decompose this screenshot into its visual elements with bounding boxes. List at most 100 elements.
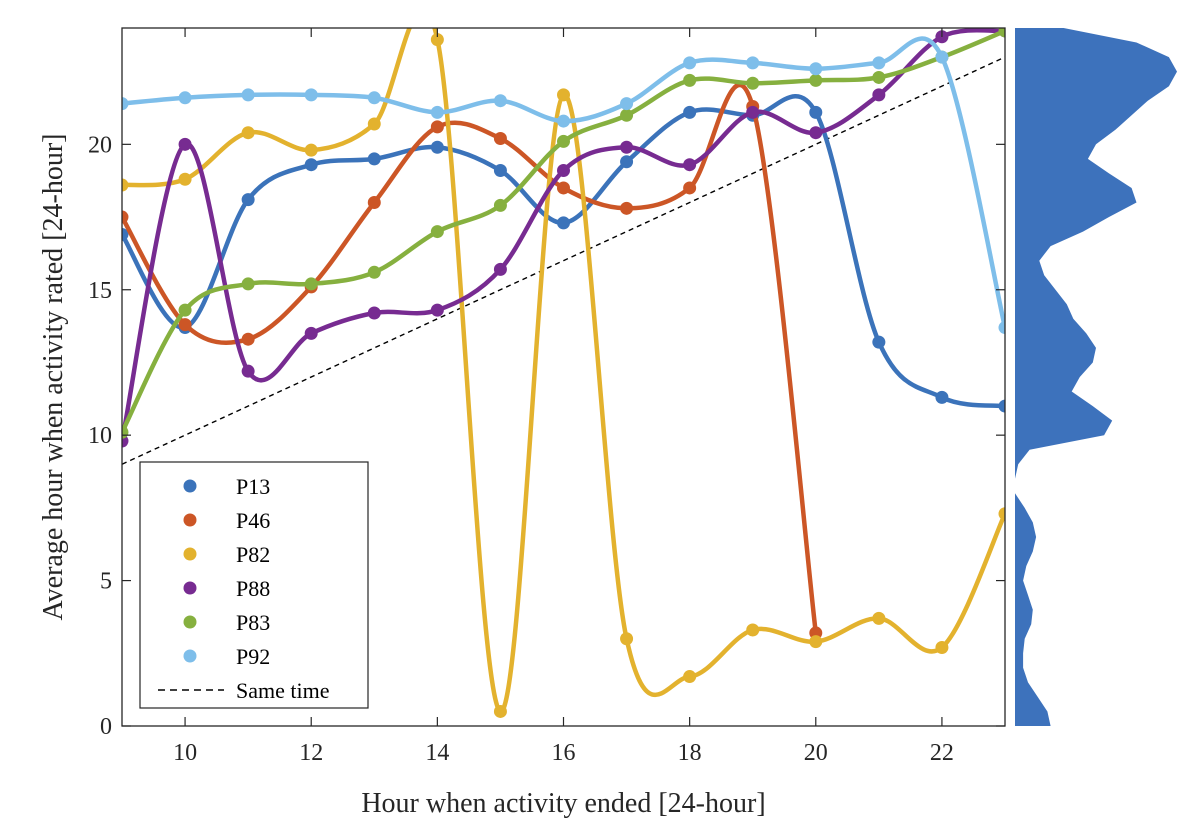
data-point-p83-x12 xyxy=(304,277,318,291)
series-p82 xyxy=(122,28,1005,718)
data-point-p13-x12 xyxy=(304,158,318,172)
legend-marker xyxy=(183,615,197,629)
legend-label: P46 xyxy=(236,508,270,533)
data-point-p88-x12 xyxy=(304,326,318,340)
data-point-p88-x21 xyxy=(872,88,886,102)
marginal-density xyxy=(1015,28,1177,726)
data-point-p82-x11 xyxy=(241,126,255,140)
y-tick-label: 5 xyxy=(100,569,112,595)
data-point-p88-x14 xyxy=(430,303,444,317)
x-tick-label: 16 xyxy=(552,740,576,766)
data-point-p46-x13 xyxy=(367,196,381,209)
data-point-p92-x11 xyxy=(241,88,255,102)
data-point-p88-x18 xyxy=(683,158,697,172)
data-point-p92-x15 xyxy=(493,94,507,108)
legend-label: Same time xyxy=(236,678,329,703)
x-axis-label: Hour when activity ended [24-hour] xyxy=(361,788,765,819)
legend-item-p46: P46 xyxy=(183,508,270,533)
data-point-p92-x13 xyxy=(367,91,381,105)
x-tick-label: 22 xyxy=(930,740,954,766)
data-point-p83-x21 xyxy=(872,70,886,84)
data-point-p83-x11 xyxy=(241,277,255,291)
data-point-p13-x18 xyxy=(683,105,697,119)
legend-item-p13: P13 xyxy=(183,474,270,499)
series-p13 xyxy=(122,94,1005,413)
data-point-p88-x20 xyxy=(809,126,823,140)
series-layer xyxy=(122,28,1005,718)
data-point-p83-x17 xyxy=(620,108,634,122)
data-point-p92-x17 xyxy=(620,97,634,111)
y-tick-label: 20 xyxy=(88,132,112,158)
data-point-p13-x17 xyxy=(620,155,634,169)
data-point-p13-x20 xyxy=(809,105,823,119)
data-point-p88-x17 xyxy=(620,140,634,154)
data-point-p13-x22 xyxy=(935,390,949,404)
same-time-reference-line xyxy=(122,56,1005,465)
data-point-p46-x14 xyxy=(430,120,444,134)
data-point-p92-x14 xyxy=(430,105,444,119)
y-tick-label: 15 xyxy=(88,278,112,304)
data-point-p13-x14 xyxy=(430,140,444,154)
data-point-p82-x10 xyxy=(178,172,192,186)
data-point-p83-x10 xyxy=(178,303,192,317)
data-point-p92-x19 xyxy=(746,56,760,70)
legend-label: P82 xyxy=(236,542,270,567)
data-point-p83-x19 xyxy=(746,76,760,90)
data-point-p92-x9 xyxy=(122,97,129,111)
x-tick-label: 20 xyxy=(804,740,828,766)
x-tick-label: 12 xyxy=(299,740,323,766)
data-point-p83-x16 xyxy=(557,134,570,148)
legend-marker xyxy=(183,479,197,493)
legend-item-same-time: Same time xyxy=(158,678,329,703)
data-point-p46-x10 xyxy=(178,318,192,332)
data-point-p92-x20 xyxy=(809,62,823,76)
data-point-p83-x23 xyxy=(998,28,1005,38)
x-tick-label: 18 xyxy=(678,740,702,766)
legend-label: P83 xyxy=(236,610,270,635)
data-point-p13-x13 xyxy=(367,152,381,166)
data-point-p13-x9 xyxy=(122,227,129,241)
legend-label: P88 xyxy=(236,576,270,601)
data-point-p13-x21 xyxy=(872,335,886,349)
x-tick-label: 14 xyxy=(425,740,449,766)
data-point-p88-x15 xyxy=(493,262,507,276)
data-point-p92-x21 xyxy=(872,56,886,70)
data-point-p83-x14 xyxy=(430,225,444,239)
data-point-p82-x13 xyxy=(367,117,381,131)
data-point-p82-x19 xyxy=(746,623,760,637)
y-tick-label: 0 xyxy=(100,714,112,740)
data-point-p92-x23 xyxy=(998,321,1005,335)
data-point-p82-x12 xyxy=(304,143,318,157)
legend-marker xyxy=(183,649,197,663)
data-point-p82-x9 xyxy=(122,178,129,192)
data-point-p46-x9 xyxy=(122,210,129,224)
data-point-p82-x22 xyxy=(935,640,949,654)
legend: P13 P46 P82 P88 P83 P92 Same time xyxy=(139,461,369,709)
data-point-p46-x17 xyxy=(620,201,634,215)
series-p92 xyxy=(122,36,1005,335)
data-point-p88-x16 xyxy=(557,164,570,178)
y-axis-label: Average hour when activity rated [24-hou… xyxy=(38,134,69,621)
data-point-p46-x15 xyxy=(493,132,507,146)
axis-ticks: 10 12 14 16 18 20 22 0 5 10 15 20 xyxy=(88,28,1005,766)
data-point-p92-x16 xyxy=(557,114,570,128)
legend-item-p88: P88 xyxy=(183,576,270,601)
data-point-p82-x15 xyxy=(493,704,507,718)
legend-label: P92 xyxy=(236,644,270,669)
data-point-p13-x15 xyxy=(493,164,507,178)
legend-box xyxy=(139,461,369,709)
data-point-p83-x20 xyxy=(809,73,823,87)
data-point-p82-x16 xyxy=(557,88,570,102)
legend-label: P13 xyxy=(236,474,270,499)
data-point-p46-x11 xyxy=(241,332,255,346)
data-point-p92-x10 xyxy=(178,91,192,105)
series-line-p92 xyxy=(122,36,1005,330)
data-point-p92-x18 xyxy=(683,56,697,70)
legend-marker xyxy=(183,513,197,527)
data-point-p13-x23 xyxy=(998,399,1005,413)
data-point-p88-x11 xyxy=(241,364,255,378)
data-point-p82-x18 xyxy=(683,670,697,684)
legend-marker xyxy=(183,547,197,561)
